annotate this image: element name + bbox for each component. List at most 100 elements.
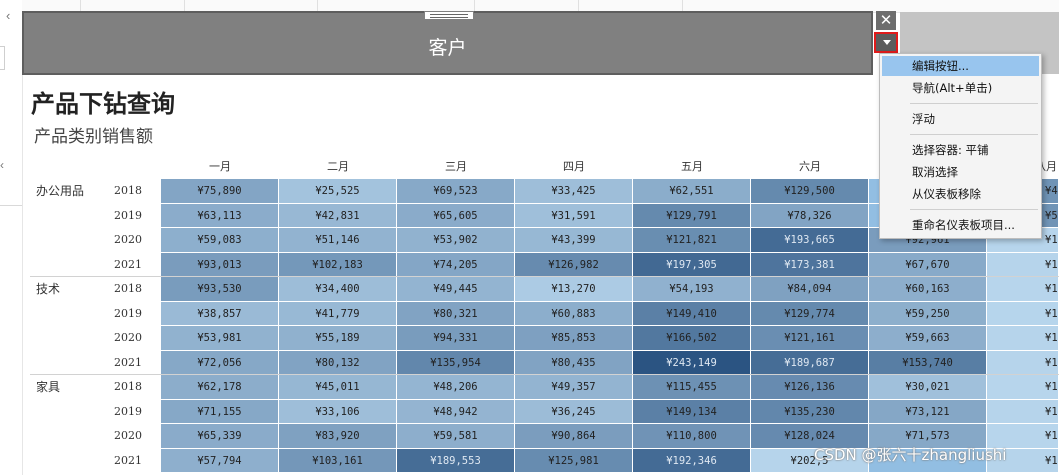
expand-chevron-icon[interactable]: ‹ xyxy=(0,158,4,172)
table-cell[interactable]: ¥85,853 xyxy=(515,326,633,351)
table-cell[interactable]: ¥49,445 xyxy=(397,277,515,302)
table-cell[interactable]: ¥243,149 xyxy=(633,350,751,375)
table-cell[interactable]: ¥80,321 xyxy=(397,301,515,326)
table-cell[interactable]: ¥193,665 xyxy=(751,228,869,253)
table-cell[interactable]: ¥60,163 xyxy=(869,277,987,302)
table-cell[interactable]: ¥189,553 xyxy=(397,448,515,473)
table-cell[interactable]: ¥94,331 xyxy=(397,326,515,351)
table-cell[interactable]: ¥173,381 xyxy=(751,252,869,277)
more-options-button[interactable] xyxy=(874,32,898,53)
table-cell[interactable]: ¥38,857 xyxy=(161,301,279,326)
table-cell[interactable]: ¥83,920 xyxy=(279,424,397,449)
table-cell[interactable]: ¥25,525 xyxy=(279,179,397,204)
table-cell[interactable]: ¥129,774 xyxy=(751,301,869,326)
table-cell[interactable]: ¥55,189 xyxy=(279,326,397,351)
table-cell[interactable]: ¥36,245 xyxy=(515,399,633,424)
table-cell[interactable]: ¥135,954 xyxy=(397,350,515,375)
menu-item-rename[interactable]: 重命名仪表板项目... xyxy=(912,218,1015,232)
table-cell[interactable]: ¥33,425 xyxy=(515,179,633,204)
table-cell[interactable]: ¥103,161 xyxy=(279,448,397,473)
table-cell[interactable]: ¥41,779 xyxy=(279,301,397,326)
menu-item-deselect[interactable]: 取消选择 xyxy=(912,165,958,179)
table-cell[interactable]: ¥93,530 xyxy=(161,277,279,302)
table-cell[interactable]: ¥45,011 xyxy=(279,375,397,400)
table-cell[interactable] xyxy=(869,448,987,473)
table-cell[interactable]: ¥192,346 xyxy=(633,448,751,473)
table-cell[interactable]: ¥126,982 xyxy=(515,252,633,277)
table-cell[interactable]: ¥53,902 xyxy=(397,228,515,253)
table-cell[interactable]: ¥137,2 xyxy=(987,424,1059,449)
table-cell[interactable]: ¥102,183 xyxy=(279,252,397,277)
table-cell[interactable]: ¥166,502 xyxy=(633,326,751,351)
collapse-left-icon[interactable]: ‹ xyxy=(6,8,11,23)
table-cell[interactable]: ¥199,6 xyxy=(987,399,1059,424)
table-cell[interactable]: ¥59,663 xyxy=(869,326,987,351)
table-cell[interactable]: ¥128,024 xyxy=(751,424,869,449)
table-cell[interactable]: ¥48,206 xyxy=(397,375,515,400)
table-cell[interactable]: ¥73,121 xyxy=(869,399,987,424)
table-cell[interactable]: ¥57,794 xyxy=(161,448,279,473)
table-cell[interactable]: ¥126,136 xyxy=(751,375,869,400)
table-cell[interactable]: ¥59,083 xyxy=(161,228,279,253)
table-cell[interactable]: ¥143,2 xyxy=(987,301,1059,326)
table-cell[interactable]: ¥134,9 xyxy=(987,277,1059,302)
table-cell[interactable]: ¥80,132 xyxy=(279,350,397,375)
table-cell[interactable]: ¥176,7 xyxy=(987,252,1059,277)
menu-item-edit-button[interactable]: 编辑按钮... xyxy=(882,56,1039,76)
table-cell[interactable]: ¥202,5 xyxy=(751,448,869,473)
table-cell[interactable]: ¥71,573 xyxy=(869,424,987,449)
table-cell[interactable]: ¥69,523 xyxy=(397,179,515,204)
table-cell[interactable]: ¥59,581 xyxy=(397,424,515,449)
table-cell[interactable]: ¥53,981 xyxy=(161,326,279,351)
table-cell[interactable]: ¥115,455 xyxy=(633,375,751,400)
table-cell[interactable]: ¥129,791 xyxy=(633,203,751,228)
table-cell[interactable]: ¥135,230 xyxy=(751,399,869,424)
menu-item-navigate[interactable]: 导航(Alt+单击) xyxy=(912,81,993,95)
table-cell[interactable]: ¥153,740 xyxy=(869,350,987,375)
menu-item-float[interactable]: 浮动 xyxy=(912,112,935,126)
table-cell[interactable]: ¥93,013 xyxy=(161,252,279,277)
table-cell[interactable]: ¥74,205 xyxy=(397,252,515,277)
table-cell[interactable]: ¥121,821 xyxy=(633,228,751,253)
table-cell[interactable]: ¥75,890 xyxy=(161,179,279,204)
table-cell[interactable]: ¥33,106 xyxy=(279,399,397,424)
table-cell[interactable]: ¥149,410 xyxy=(633,301,751,326)
table-cell[interactable]: ¥129,500 xyxy=(751,179,869,204)
drag-handle-icon[interactable] xyxy=(424,11,474,20)
table-cell[interactable]: ¥63,113 xyxy=(161,203,279,228)
table-cell[interactable]: ¥34,400 xyxy=(279,277,397,302)
table-cell[interactable]: ¥48,942 xyxy=(397,399,515,424)
table-cell[interactable]: ¥189,687 xyxy=(751,350,869,375)
table-cell[interactable]: ¥125,3 xyxy=(987,375,1059,400)
table-cell[interactable]: ¥90,864 xyxy=(515,424,633,449)
table-cell[interactable]: ¥80,435 xyxy=(515,350,633,375)
table-cell[interactable]: ¥62,178 xyxy=(161,375,279,400)
table-cell[interactable]: ¥65,605 xyxy=(397,203,515,228)
table-cell[interactable]: ¥54,193 xyxy=(633,277,751,302)
table-cell[interactable]: ¥183,5 xyxy=(987,350,1059,375)
table-cell[interactable]: ¥51,146 xyxy=(279,228,397,253)
table-cell[interactable]: ¥164,9 xyxy=(987,448,1059,473)
menu-item-remove-from-dashboard[interactable]: 从仪表板移除 xyxy=(912,187,981,201)
close-icon[interactable]: ✕ xyxy=(876,11,896,30)
table-cell[interactable]: ¥59,250 xyxy=(869,301,987,326)
table-cell[interactable]: ¥197,305 xyxy=(633,252,751,277)
table-cell[interactable]: ¥60,883 xyxy=(515,301,633,326)
table-cell[interactable]: ¥84,094 xyxy=(751,277,869,302)
table-cell[interactable]: ¥67,670 xyxy=(869,252,987,277)
table-cell[interactable]: ¥121,161 xyxy=(751,326,869,351)
table-cell[interactable]: ¥30,021 xyxy=(869,375,987,400)
table-cell[interactable]: ¥13,270 xyxy=(515,277,633,302)
table-cell[interactable]: ¥71,155 xyxy=(161,399,279,424)
table-cell[interactable]: ¥149,134 xyxy=(633,399,751,424)
table-cell[interactable]: ¥31,591 xyxy=(515,203,633,228)
table-cell[interactable]: ¥62,551 xyxy=(633,179,751,204)
table-cell[interactable]: ¥72,056 xyxy=(161,350,279,375)
table-cell[interactable]: ¥65,339 xyxy=(161,424,279,449)
table-cell[interactable]: ¥110,800 xyxy=(633,424,751,449)
table-cell[interactable]: ¥165,3 xyxy=(987,326,1059,351)
table-cell[interactable]: ¥49,357 xyxy=(515,375,633,400)
table-cell[interactable]: ¥125,981 xyxy=(515,448,633,473)
table-cell[interactable]: ¥42,831 xyxy=(279,203,397,228)
filter-card-header[interactable]: 客户 xyxy=(22,11,873,75)
